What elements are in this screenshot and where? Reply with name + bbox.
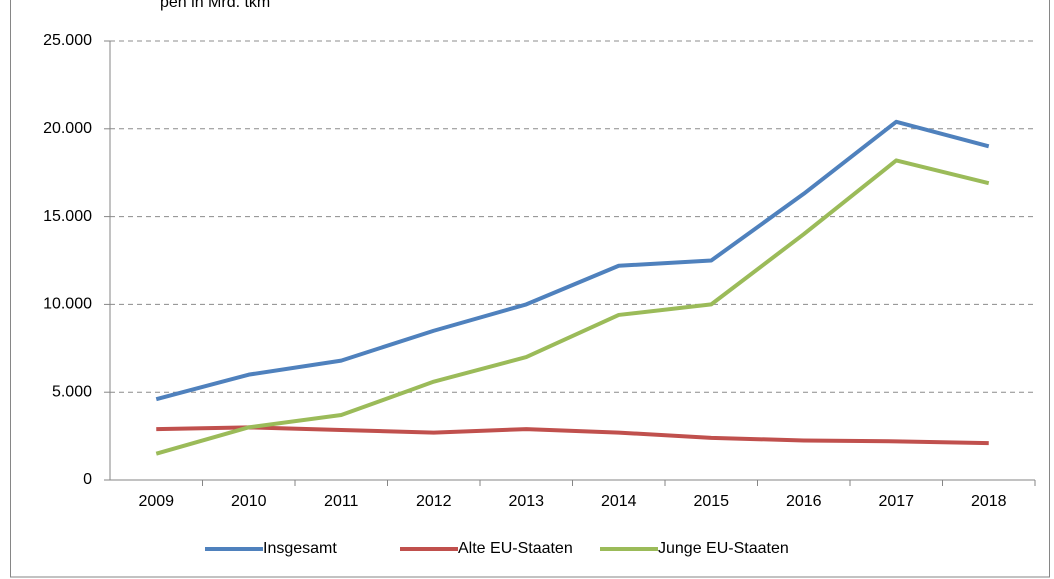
series-line	[155, 158, 990, 456]
x-tick-label: 2010	[231, 493, 267, 510]
legend-label: Junge EU-Staaten	[658, 540, 789, 557]
x-tick-label: 2016	[786, 493, 822, 510]
series-line	[156, 425, 989, 446]
chart-title: pen in Mrd. tkm	[160, 0, 270, 11]
y-tick-label: 25.000	[43, 32, 92, 49]
legend-label: Alte EU-Staaten	[458, 540, 573, 557]
x-tick-label: 2012	[416, 493, 452, 510]
y-tick-label: 20.000	[43, 120, 92, 137]
y-tick-label: 10.000	[43, 296, 92, 313]
chart-frame	[10, 0, 1050, 578]
x-tick-label: 2015	[693, 493, 729, 510]
x-tick-label: 2011	[324, 493, 359, 510]
y-tick-label: 15.000	[43, 208, 92, 225]
series-line	[155, 119, 990, 402]
x-tick-label: 2013	[508, 493, 544, 510]
y-tick-label: 5.000	[52, 383, 92, 400]
legend-label: Insgesamt	[263, 540, 337, 557]
x-tick-label: 2018	[971, 493, 1007, 510]
y-tick-label: 0	[83, 471, 92, 488]
x-tick-label: 2017	[878, 493, 914, 510]
x-tick-label: 2009	[138, 493, 174, 510]
x-tick-label: 2014	[601, 493, 637, 510]
